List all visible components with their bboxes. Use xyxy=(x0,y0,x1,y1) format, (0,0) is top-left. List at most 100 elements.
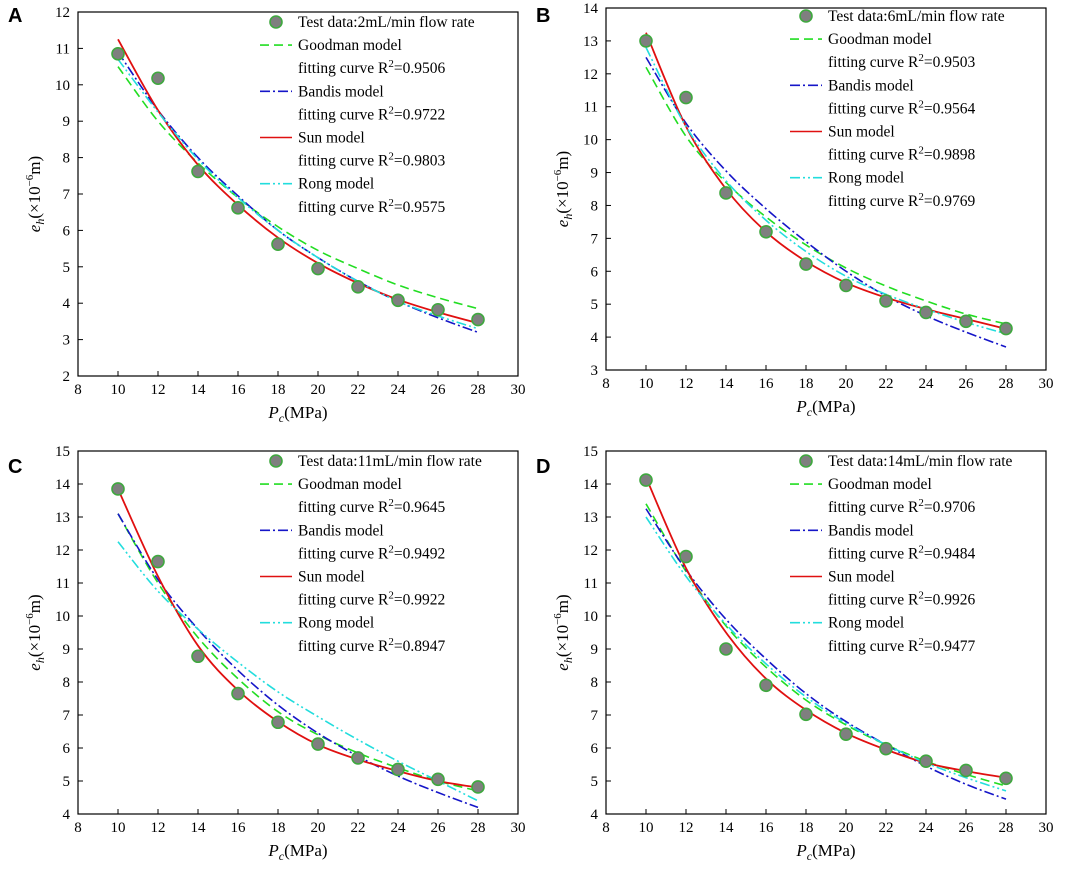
legend-r2: fitting curve R2=0.9564 xyxy=(828,98,976,117)
x-tick-label: 28 xyxy=(471,820,486,836)
x-tick-label: 22 xyxy=(351,820,366,836)
x-axis-title: Pc(MPa) xyxy=(795,841,855,863)
y-tick-label: 9 xyxy=(591,642,599,658)
legend-r2: fitting curve R2=0.9492 xyxy=(298,543,445,562)
data-point xyxy=(351,280,365,294)
data-point xyxy=(191,164,205,179)
y-tick-label: 9 xyxy=(63,642,71,658)
y-tick-label: 11 xyxy=(584,576,598,592)
x-tick-label: 24 xyxy=(919,376,935,392)
x-tick-label: 14 xyxy=(191,820,207,836)
x-tick-label: 10 xyxy=(111,820,126,836)
data-point xyxy=(639,473,653,487)
x-tick-label: 18 xyxy=(271,382,286,398)
x-tick-label: 14 xyxy=(719,820,735,836)
x-tick-label: 10 xyxy=(639,376,654,392)
x-tick-label: 8 xyxy=(602,820,610,836)
data-point xyxy=(799,257,813,271)
data-point xyxy=(639,34,653,48)
x-tick-label: 16 xyxy=(231,820,247,836)
x-tick-label: 26 xyxy=(959,376,975,392)
y-tick-label: 5 xyxy=(591,297,599,313)
x-tick-label: 18 xyxy=(799,376,814,392)
x-axis-title: Pc(MPa) xyxy=(795,397,855,419)
y-tick-label: 3 xyxy=(591,363,599,379)
y-tick-label: 10 xyxy=(583,133,598,149)
legend: Test data:14mL/min flow rate Goodman mode… xyxy=(790,453,1013,655)
x-tick-label: 8 xyxy=(602,376,610,392)
data-point xyxy=(271,237,285,252)
y-axis-title: eh(×10−6m) xyxy=(24,594,47,670)
bandis-curve xyxy=(645,508,1007,800)
y-tick-label: 7 xyxy=(63,187,71,203)
x-tick-label: 8 xyxy=(74,382,82,398)
y-tick-label: 4 xyxy=(591,807,599,823)
legend-model-name: Sun model xyxy=(298,130,365,147)
data-point xyxy=(679,549,693,564)
y-axis: 4 5 6 7 8 9 10 11 12 13 14 15 xyxy=(583,444,611,823)
legend-r2: fitting curve R2=0.9803 xyxy=(298,151,446,170)
x-tick-label: 18 xyxy=(799,820,814,836)
legend-marker xyxy=(269,454,283,468)
test-data-points xyxy=(639,34,1013,336)
legend-test-label: Test data:11mL/min flow rate xyxy=(298,453,482,470)
fit-curves xyxy=(117,38,479,334)
x-axis: 8 10 12 14 16 18 20 22 24 26 28 30 xyxy=(74,371,526,398)
y-tick-label: 4 xyxy=(591,330,599,346)
legend-model-name: Bandis model xyxy=(828,522,914,539)
panel-label: C xyxy=(8,456,22,478)
legend-model-name: Rong model xyxy=(298,615,374,632)
sun-curve xyxy=(645,477,1007,779)
legend-r2: fitting curve R2=0.9769 xyxy=(828,191,976,210)
data-point xyxy=(759,224,773,239)
x-tick-label: 28 xyxy=(999,820,1014,836)
legend-model-name: Bandis model xyxy=(298,83,384,100)
legend-r2: fitting curve R2=0.9706 xyxy=(828,497,976,516)
legend-model-name: Bandis model xyxy=(298,522,384,539)
legend-r2: fitting curve R2=0.9575 xyxy=(298,197,446,216)
x-axis: 8 10 12 14 16 18 20 22 24 26 28 30 xyxy=(74,809,526,836)
y-tick-label: 5 xyxy=(591,774,599,790)
data-point xyxy=(431,302,445,317)
panel-b: B 8 10 12 14 16 18 20 22 24 26 28 30 3 4 5 6 7 8 9 10 11 12 13 1… xyxy=(536,1,1054,419)
x-tick-label: 24 xyxy=(919,820,935,836)
x-tick-label: 22 xyxy=(879,376,894,392)
y-tick-label: 10 xyxy=(583,609,598,625)
x-tick-label: 24 xyxy=(391,382,407,398)
y-tick-label: 4 xyxy=(63,296,71,312)
x-tick-label: 16 xyxy=(759,376,775,392)
y-tick-label: 14 xyxy=(583,477,599,493)
x-tick-label: 28 xyxy=(999,376,1014,392)
y-tick-label: 12 xyxy=(55,5,70,21)
y-axis: 2 3 4 5 6 7 8 9 10 11 12 xyxy=(55,5,83,385)
rong-curve xyxy=(645,516,1007,792)
x-tick-label: 16 xyxy=(231,382,247,398)
y-tick-label: 6 xyxy=(591,264,599,280)
sun-curve xyxy=(645,32,1007,330)
legend-r2: fitting curve R2=0.9503 xyxy=(828,52,976,71)
legend: Test data:11mL/min flow rate Goodman mode… xyxy=(260,453,482,655)
legend-r2: fitting curve R2=0.9484 xyxy=(828,543,976,562)
test-data-points xyxy=(111,47,485,327)
y-tick-label: 13 xyxy=(55,510,70,526)
data-point xyxy=(111,482,125,496)
x-tick-label: 20 xyxy=(839,820,854,836)
x-tick-label: 28 xyxy=(471,382,486,398)
y-tick-label: 10 xyxy=(55,78,70,94)
legend-model-name: Goodman model xyxy=(298,476,402,493)
y-axis-title: eh(×10−6m) xyxy=(552,594,575,670)
legend-model-name: Goodman model xyxy=(298,37,402,54)
panel-label: B xyxy=(536,5,550,27)
x-tick-label: 12 xyxy=(151,820,166,836)
data-point xyxy=(999,321,1013,336)
panel-label: D xyxy=(536,456,550,478)
y-tick-label: 8 xyxy=(591,675,599,691)
data-point xyxy=(391,293,405,308)
x-tick-label: 26 xyxy=(431,820,447,836)
legend-test-label: Test data:6mL/min flow rate xyxy=(828,8,1005,25)
data-point xyxy=(471,780,485,794)
legend-r2: fitting curve R2=0.9477 xyxy=(828,636,976,655)
y-tick-label: 14 xyxy=(55,477,71,493)
goodman-curve xyxy=(645,66,1007,325)
